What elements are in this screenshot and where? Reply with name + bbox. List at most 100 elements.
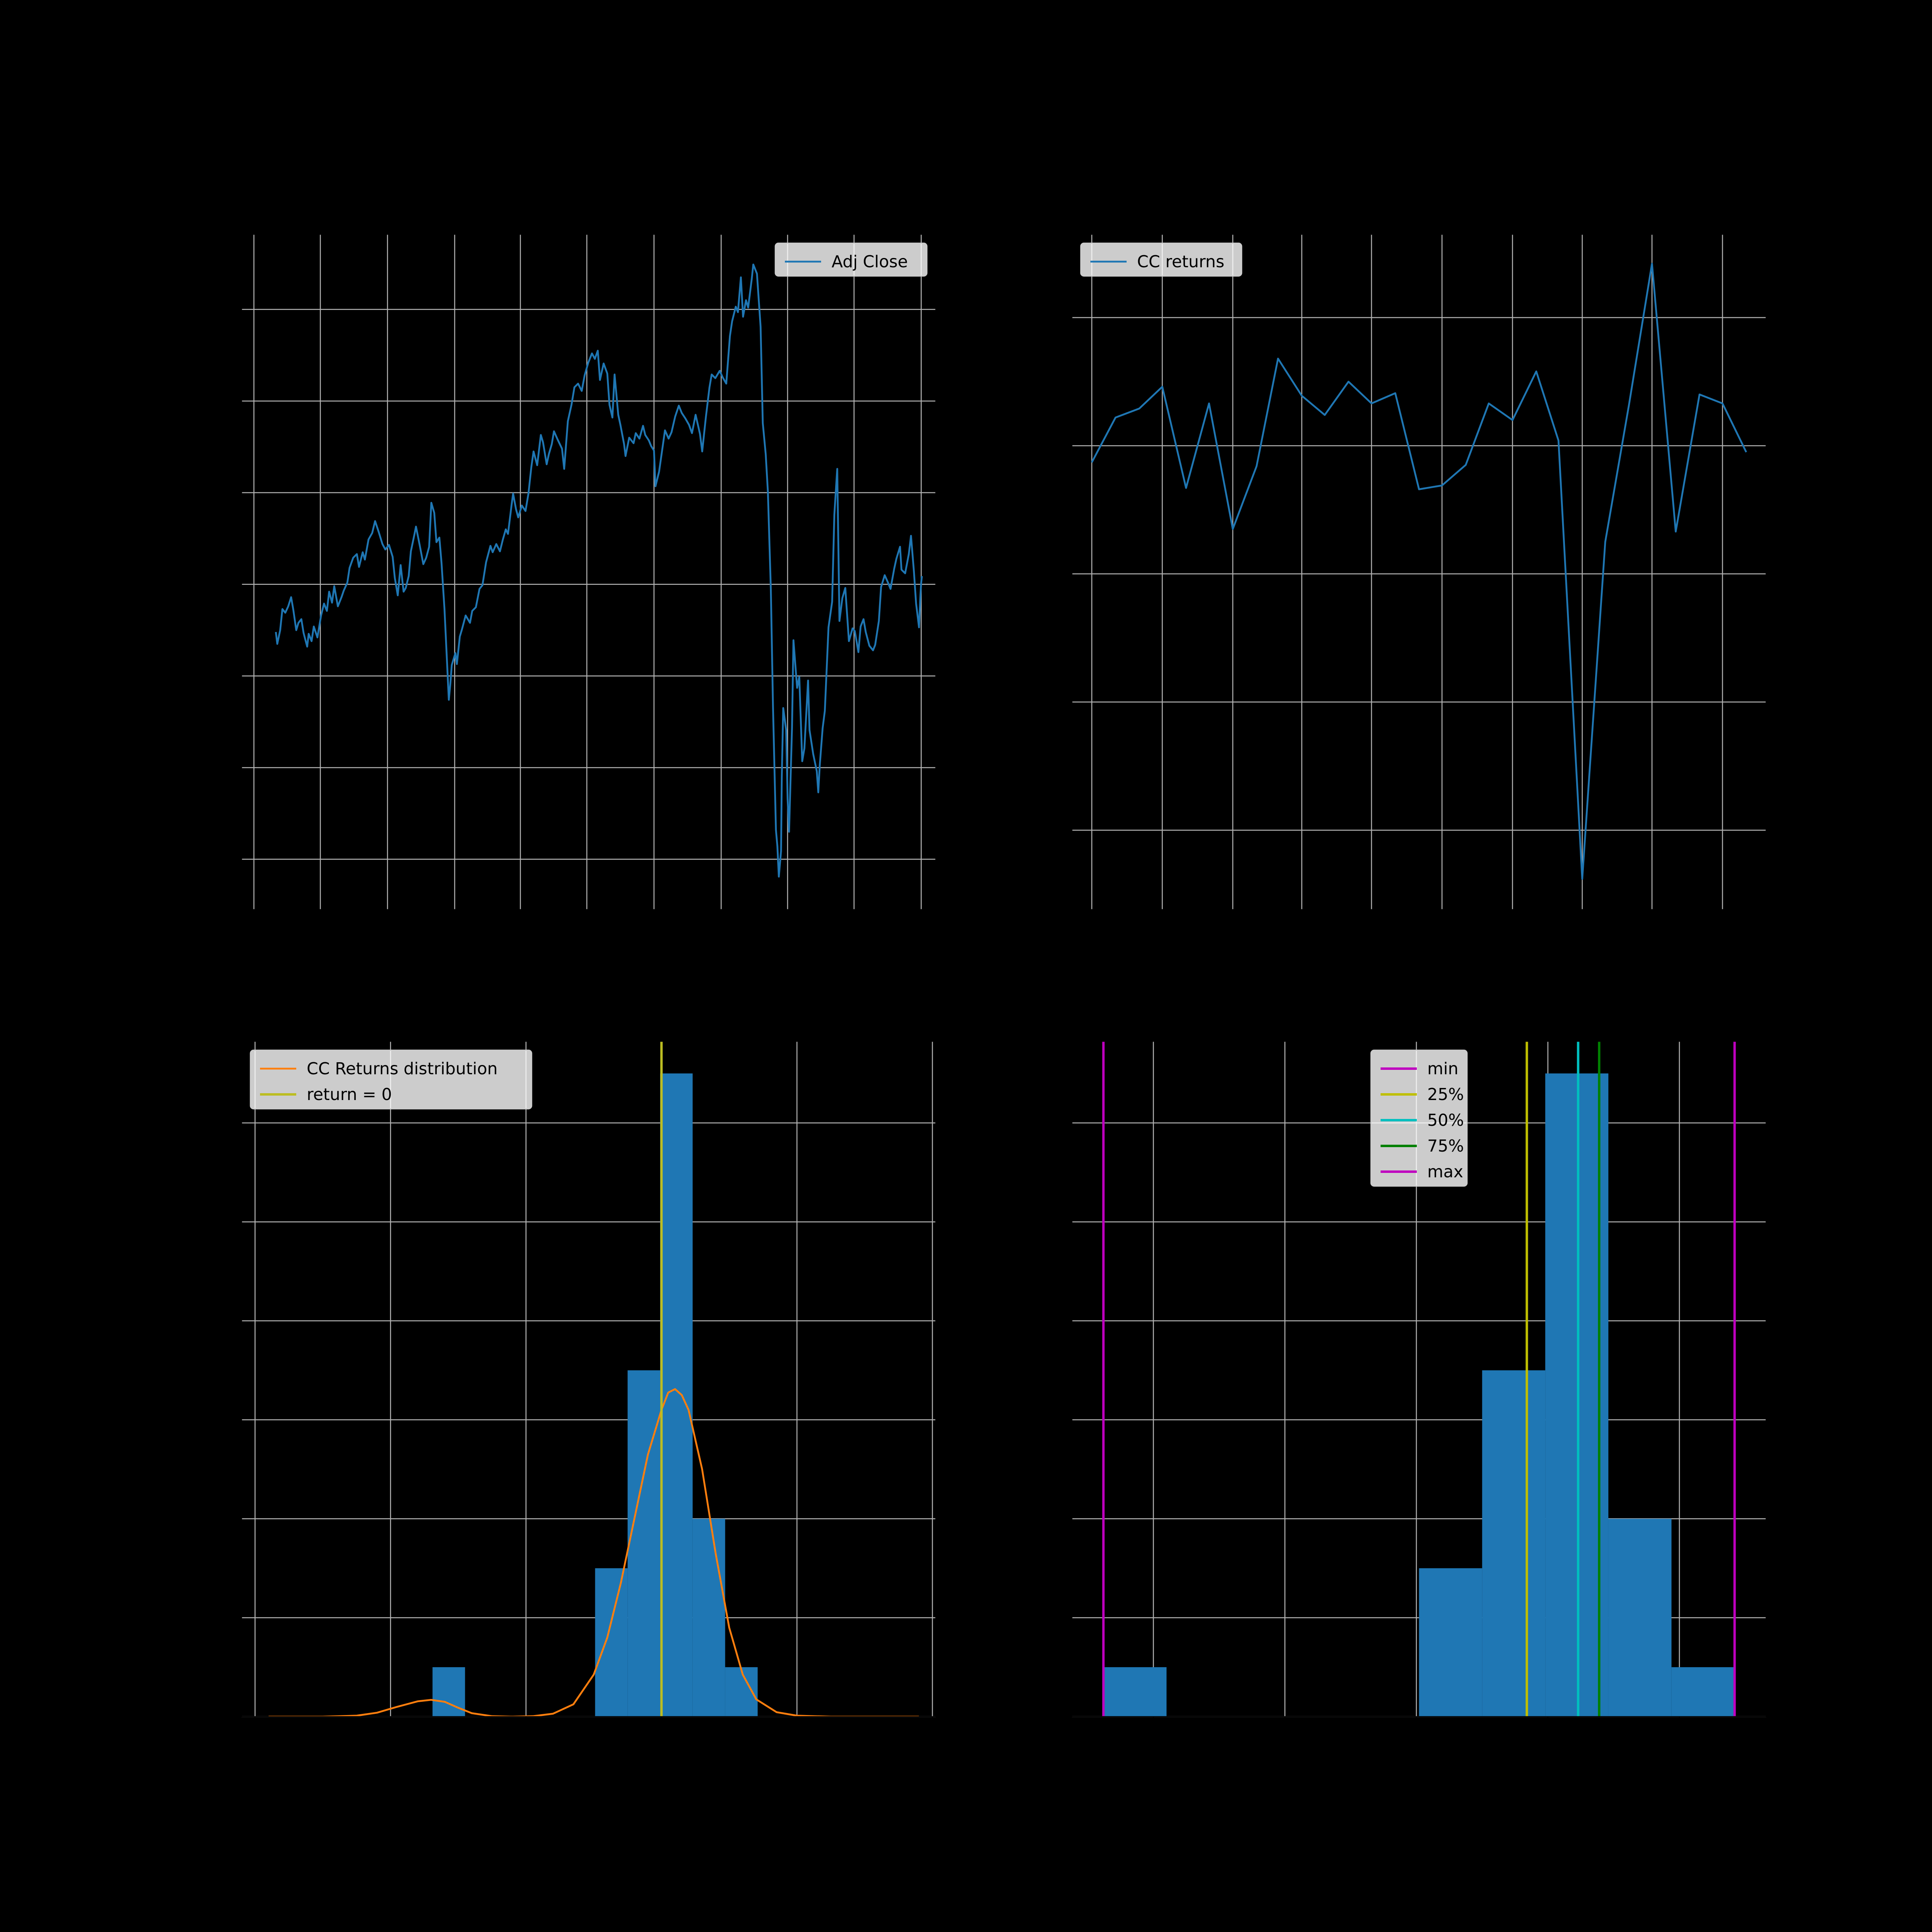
x-tick-label: 2020-01: [1478, 919, 1547, 939]
series-line: [1091, 262, 1747, 880]
chart-title: Quantiles of CC return: [1312, 1014, 1527, 1036]
x-tick-label: 2020-01: [687, 919, 755, 939]
histogram-bar: [595, 1568, 628, 1717]
plot-area: [268, 1041, 919, 1717]
y-tick-label: 2: [221, 1608, 232, 1627]
chart-title: Distribution of CC return: [471, 1014, 707, 1036]
x-tick-label: −0.1: [1396, 1726, 1437, 1746]
y-tick-label: 6: [221, 1410, 232, 1429]
x-tick-label: 2020-10: [1688, 919, 1757, 939]
x-tick-label: 2020-10: [887, 919, 956, 939]
x-tick-label: 2020-04: [753, 919, 822, 939]
legend-entry: return = 0: [307, 1085, 392, 1104]
y-tick-label: 0: [1052, 1707, 1062, 1726]
y-tick-label: 6: [1052, 1410, 1062, 1429]
kde-line: [268, 1388, 919, 1717]
axes-frame: [241, 233, 937, 910]
x-tick-label: −0.2: [506, 1726, 546, 1746]
y-tick-label: 0.0: [1036, 436, 1062, 455]
legend: CC returns: [1080, 242, 1243, 277]
legend-box: [774, 242, 928, 277]
axes-frame: [1071, 1040, 1767, 1717]
x-tick-label: −0.3: [1133, 1726, 1174, 1746]
y-tick-label: 80: [211, 758, 232, 777]
y-axis-label: Density: [182, 1348, 201, 1410]
y-tick-label: −0.1: [1022, 564, 1062, 584]
x-tick-label: −0.4: [370, 1726, 411, 1746]
y-tick-label: 70: [211, 850, 232, 869]
x-tick-label: 2018-10: [1128, 919, 1197, 939]
y-tick-label: 4: [1052, 1509, 1062, 1528]
y-tick-label: 90: [211, 666, 232, 685]
histogram-bar: [1545, 1073, 1608, 1717]
histogram-bar: [660, 1073, 693, 1717]
x-tick-label: 2019-10: [619, 919, 688, 939]
x-tick-label: 0.0: [1535, 1726, 1561, 1746]
plot-area: [1102, 1041, 1736, 1717]
legend-entry: min: [1427, 1059, 1458, 1078]
legend: min 25% 50% 75% max: [1370, 1049, 1468, 1187]
x-tick-label: 2020-04: [1548, 919, 1616, 939]
chart-distribution: −0.6 −0.4 −0.2 0.0 0.2 0.4 0 2 4 6 8 10 12 Distributi…: [182, 1014, 945, 1746]
y-tick-label: 100: [200, 575, 232, 594]
y-tick-label: −0.2: [1022, 692, 1062, 712]
series-line: [275, 263, 923, 878]
x-tick-label: 0.2: [784, 1726, 810, 1746]
chart-quantiles: −0.3 −0.2 −0.1 0.0 0.1 0 2 4 6 8 10 12 Quantiles of …: [1041, 1014, 1767, 1746]
x-tick-label: 2020-07: [1618, 919, 1686, 939]
legend-entry: max: [1427, 1162, 1463, 1181]
legend-entry: 25%: [1427, 1085, 1464, 1104]
legend-entry: Adj Close: [832, 252, 908, 271]
x-tick-label: 2019-07: [552, 919, 621, 939]
y-tick-label: 0.1: [1036, 308, 1062, 327]
y-tick-label: 12: [211, 1113, 232, 1133]
legend-box: [1370, 1049, 1468, 1187]
chart-adj_close: 2018-042018-072018-102019-012019-042019-…: [200, 207, 956, 939]
y-tick-label: 10: [1041, 1212, 1062, 1232]
x-tick-label: 0.4: [919, 1726, 945, 1746]
chart-title: AXP CC returns: [1346, 207, 1492, 229]
x-tick-label: 0.1: [1666, 1726, 1693, 1746]
histogram-bar: [1608, 1519, 1672, 1717]
histogram-bar: [1482, 1370, 1546, 1717]
plot-area: [1091, 262, 1747, 880]
x-tick-label: 2019-01: [420, 919, 489, 939]
x-tick-label: 2020-07: [819, 919, 888, 939]
y-tick-label: 2: [1052, 1608, 1062, 1627]
y-tick-label: 130: [200, 300, 232, 319]
chart-title: AXP Adj Close: [522, 207, 656, 229]
x-tick-label: 2019-04: [1267, 919, 1336, 939]
histogram-bar: [1103, 1667, 1167, 1717]
legend-entry: 75%: [1427, 1136, 1464, 1156]
y-tick-label: 4: [221, 1509, 232, 1528]
histogram-bar: [1419, 1568, 1482, 1717]
x-tick-label: 2018-07: [286, 919, 355, 939]
y-tick-label: 8: [1052, 1311, 1062, 1331]
legend: Adj Close: [774, 242, 928, 277]
legend-box: [250, 1049, 533, 1110]
histogram-bar: [1671, 1667, 1735, 1717]
x-tick-label: 2018-10: [353, 919, 422, 939]
histogram-bar: [692, 1519, 725, 1717]
axes-frame: [241, 1040, 937, 1717]
plot-area: [275, 263, 923, 878]
y-tick-label: 120: [200, 391, 232, 411]
y-tick-label: 110: [200, 483, 232, 502]
legend-entry: CC Returns distribution: [307, 1059, 497, 1078]
x-tick-label: 2019-07: [1337, 919, 1406, 939]
chart-cc_returns: 2018-07 2018-10 2019-01 2019-04 2019-07 2019-…: [1022, 207, 1767, 939]
y-tick-label: 12: [1041, 1113, 1062, 1133]
x-tick-label: 0.0: [648, 1726, 675, 1746]
histogram-bar: [627, 1370, 661, 1717]
legend-entry: 50%: [1427, 1110, 1464, 1130]
y-tick-label: −0.3: [1022, 821, 1062, 840]
axes-frame: [1071, 233, 1767, 910]
x-tick-label: 2018-07: [1057, 919, 1126, 939]
x-tick-label: 2019-04: [486, 919, 555, 939]
y-tick-label: 8: [221, 1311, 232, 1331]
y-tick-label: 0: [221, 1707, 232, 1726]
legend-box: [1080, 242, 1243, 277]
legend-entry: CC returns: [1137, 252, 1224, 271]
x-tick-label: 2019-10: [1408, 919, 1476, 939]
